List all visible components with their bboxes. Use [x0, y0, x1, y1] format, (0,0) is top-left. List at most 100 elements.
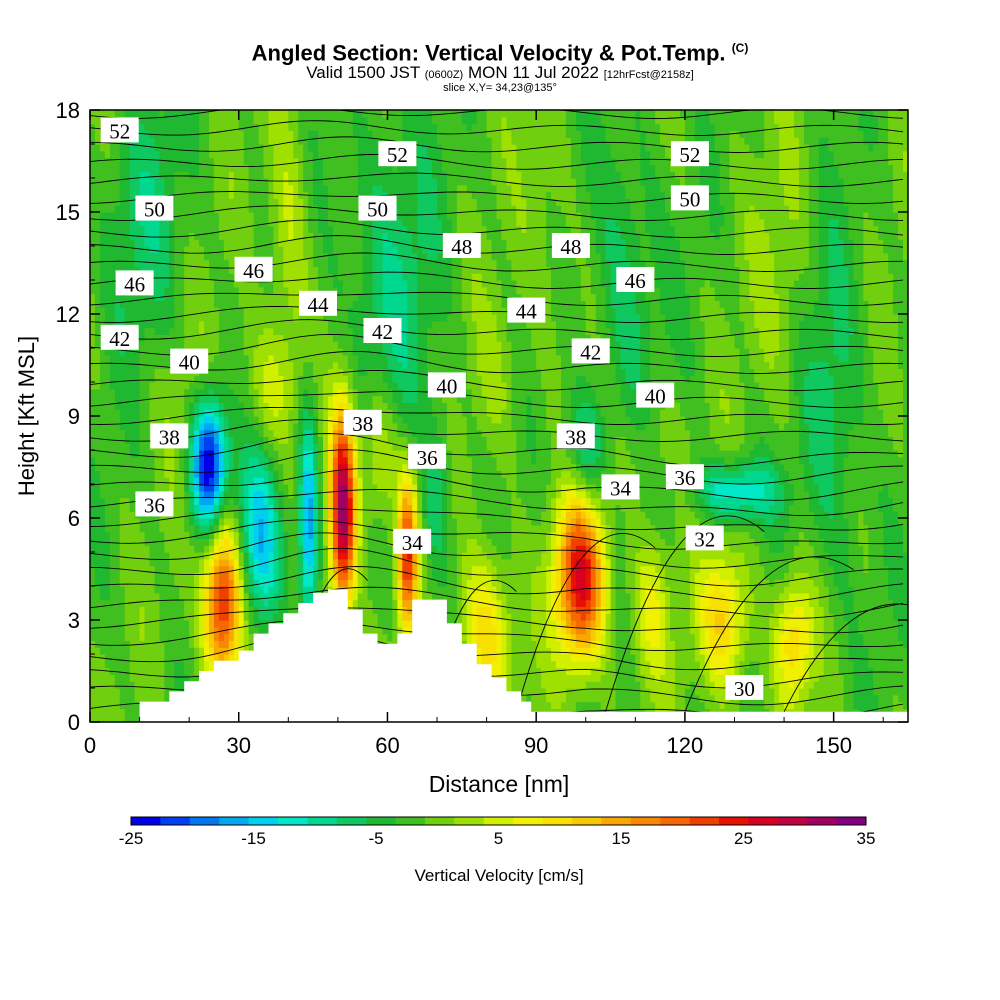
velocity-cell: [585, 586, 592, 594]
velocity-cell: [769, 586, 775, 594]
velocity-cell: [660, 592, 666, 601]
velocity-cell: [848, 599, 855, 607]
velocity-cell: [104, 586, 111, 594]
velocity-cell: [739, 620, 745, 628]
velocity-cell: [888, 681, 894, 689]
velocity-cell: [169, 599, 175, 607]
velocity-cell: [258, 592, 265, 601]
velocity-cell: [784, 694, 790, 703]
velocity-cell: [759, 579, 765, 587]
velocity-cell: [655, 606, 661, 614]
velocity-cell: [129, 599, 136, 607]
velocity-cell: [491, 633, 498, 641]
velocity-cell: [382, 586, 389, 594]
velocity-cell: [798, 545, 805, 553]
velocity-cell: [714, 626, 721, 635]
velocity-cell: [843, 688, 850, 696]
velocity-cell: [779, 606, 785, 614]
velocity-cell: [784, 674, 790, 682]
velocity-cell: [337, 558, 344, 567]
velocity-cell: [248, 538, 255, 546]
velocity-cell: [828, 592, 835, 601]
velocity-cell: [204, 545, 210, 553]
velocity-cell: [94, 613, 101, 621]
velocity-cell: [873, 694, 879, 703]
velocity-cell: [620, 633, 627, 641]
velocity-cell: [432, 518, 438, 526]
velocity-cell: [546, 626, 552, 635]
velocity-cell: [114, 586, 121, 594]
velocity-cell: [560, 552, 567, 560]
velocity-cell: [90, 518, 96, 526]
velocity-cell: [94, 694, 101, 703]
velocity-cell: [313, 524, 319, 533]
velocity-cell: [352, 579, 359, 587]
velocity-cell: [189, 586, 195, 594]
velocity-cell: [114, 688, 121, 696]
velocity-cell: [674, 647, 681, 655]
velocity-cell: [184, 592, 190, 601]
velocity-cell: [476, 633, 483, 641]
velocity-cell: [377, 531, 384, 539]
velocity-cell: [808, 667, 815, 675]
velocity-cell: [501, 667, 508, 675]
velocity-cell: [486, 518, 493, 526]
velocity-cell: [90, 572, 96, 580]
velocity-cell: [585, 620, 592, 628]
velocity-cell: [709, 633, 716, 641]
velocity-cell: [823, 606, 830, 614]
velocity-cell: [749, 531, 755, 539]
velocity-cell: [798, 579, 805, 587]
velocity-cell: [456, 538, 463, 546]
velocity-cell: [204, 660, 210, 669]
velocity-cell: [228, 579, 235, 587]
velocity-cell: [169, 531, 175, 539]
velocity-cell: [323, 552, 329, 560]
velocity-cell: [818, 674, 825, 682]
velocity-cell: [114, 558, 121, 567]
velocity-cell: [461, 558, 468, 567]
velocity-cell: [357, 545, 364, 553]
velocity-cell: [580, 681, 587, 689]
velocity-cell: [650, 640, 656, 648]
velocity-cell: [615, 524, 622, 533]
velocity-cell: [714, 654, 721, 662]
velocity-cell: [526, 531, 532, 539]
velocity-cell: [273, 599, 279, 607]
velocity-cell: [709, 694, 716, 703]
velocity-cell: [684, 586, 691, 594]
velocity-cell: [199, 524, 205, 533]
velocity-cell: [803, 579, 810, 587]
velocity-cell: [327, 552, 334, 560]
forecast-info: [12hrFcst@2158z]: [603, 69, 694, 82]
velocity-cell: [531, 552, 537, 560]
velocity-cell: [655, 681, 661, 689]
velocity-cell: [486, 531, 493, 539]
velocity-cell: [903, 599, 908, 607]
velocity-cell: [238, 545, 245, 553]
velocity-cell: [432, 579, 438, 587]
velocity-cell: [665, 633, 671, 641]
velocity-cell: [233, 531, 240, 539]
velocity-cell: [208, 565, 215, 573]
velocity-cell: [184, 545, 190, 553]
velocity-cell: [194, 640, 200, 648]
velocity-cell: [427, 558, 433, 567]
velocity-cell: [541, 633, 547, 641]
velocity-cell: [749, 667, 755, 675]
velocity-cell: [233, 586, 240, 594]
velocity-cell: [451, 518, 458, 526]
velocity-cell: [124, 701, 131, 709]
velocity-cell: [744, 545, 750, 553]
velocity-cell: [332, 558, 339, 567]
velocity-cell: [516, 674, 522, 682]
velocity-cell: [501, 531, 508, 539]
velocity-cell: [883, 640, 889, 648]
velocity-cell: [734, 565, 741, 573]
velocity-cell: [407, 599, 413, 607]
velocity-cell: [640, 681, 646, 689]
velocity-cell: [144, 524, 151, 533]
velocity-cell: [556, 701, 562, 709]
velocity-cell: [620, 572, 627, 580]
velocity-cell: [501, 599, 508, 607]
